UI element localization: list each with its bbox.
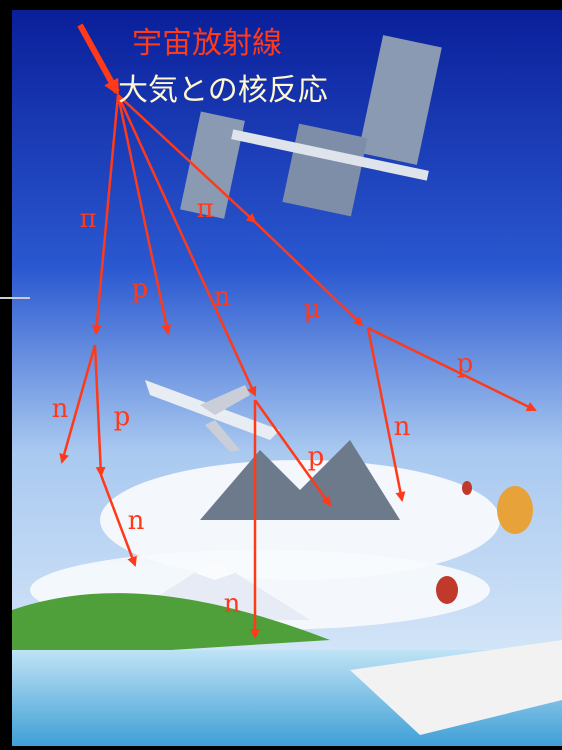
particle-label: n — [214, 282, 231, 312]
arrow — [99, 474, 137, 567]
particle-label: μ — [304, 294, 321, 324]
particle-label: p — [457, 349, 474, 379]
particle-label: π — [79, 204, 96, 234]
particle-label: π — [196, 194, 213, 224]
ray-arrows — [59, 23, 537, 639]
arrow — [93, 344, 106, 477]
particle-label: n — [128, 506, 145, 536]
arrow — [116, 94, 172, 335]
particle-label: p — [114, 402, 131, 432]
cosmic-ray-label: 宇宙放射線 — [132, 26, 282, 61]
arrow — [367, 326, 537, 412]
land-sea — [12, 593, 562, 746]
arrow — [116, 94, 257, 397]
particle-label: n — [224, 589, 241, 619]
particle-label: n — [394, 412, 411, 442]
arrow — [59, 344, 97, 464]
primary-ray — [77, 23, 120, 96]
arrow — [117, 94, 257, 224]
particle-labels: π π p n μ p n p n p n n — [52, 194, 474, 619]
nuclear-reaction-label: 大気との核反応 — [118, 73, 328, 108]
arrow — [253, 399, 332, 507]
arrow — [254, 221, 364, 327]
airplane — [145, 380, 280, 452]
balloons — [436, 481, 533, 604]
particle-label: n — [52, 394, 69, 424]
particle-label: p — [308, 442, 325, 472]
arrow — [366, 327, 406, 502]
particle-label: p — [132, 274, 149, 304]
arrow — [91, 94, 120, 335]
space-station — [180, 35, 442, 219]
